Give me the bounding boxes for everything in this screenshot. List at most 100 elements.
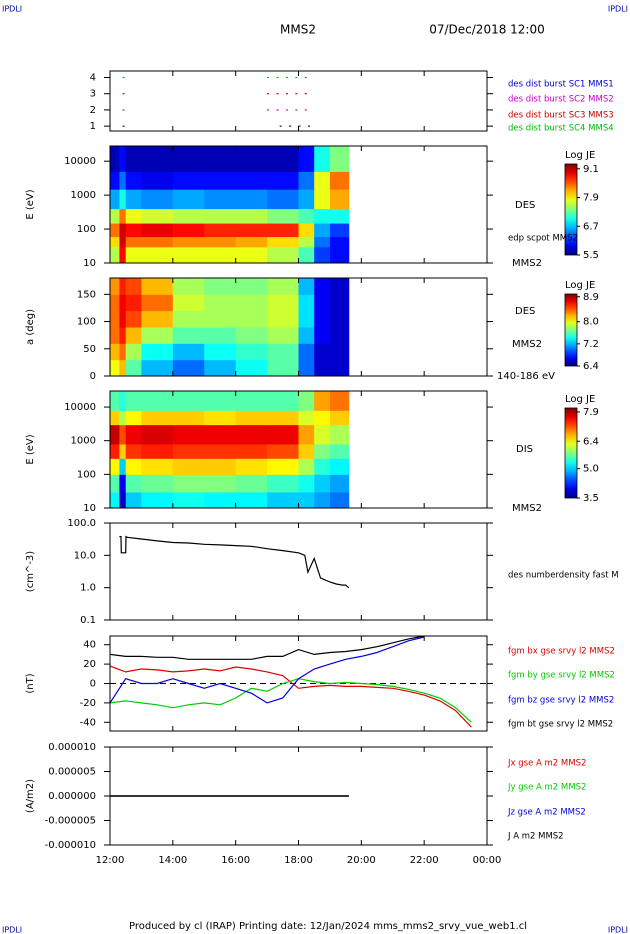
spectrogram-cell <box>141 223 174 238</box>
spectrogram-cell <box>314 458 331 475</box>
spectrogram-cell <box>141 359 174 377</box>
spectrogram-cell <box>235 208 268 224</box>
side-label: MMS2 <box>512 503 542 514</box>
spectrogram-cell <box>125 236 142 248</box>
spectrogram-cell <box>204 208 237 224</box>
y-axis-label: E (eV) <box>25 434 36 464</box>
spectrogram-cell <box>204 391 237 411</box>
y-tick-label: 0.000000 <box>48 791 96 802</box>
spectrogram-cell <box>141 236 174 248</box>
x-tick-label: 20:00 <box>347 855 376 866</box>
spectrogram-cell <box>125 343 142 361</box>
spectrogram-cell <box>204 458 237 475</box>
spectrogram-cell <box>314 359 331 377</box>
spectrogram-cell <box>141 443 174 459</box>
colorbar-tick-label: 8.0 <box>583 317 599 328</box>
spectrogram-cell <box>267 359 299 377</box>
spectrogram-cell <box>329 391 350 411</box>
colorbar-tick-label: 7.2 <box>583 339 599 350</box>
spectrogram-cell <box>235 171 268 190</box>
spectrogram-cell <box>314 310 331 328</box>
spectrogram-cell <box>119 146 127 172</box>
legend-entry: Jz gse A m2 MMS2 <box>507 808 586 818</box>
spectrogram-cell <box>172 391 205 411</box>
colorbar-label: Log JE <box>565 280 595 291</box>
spectrogram-cell <box>172 146 205 172</box>
spectrogram-cell <box>141 474 174 493</box>
legend-entry: Jy gse A m2 MMS2 <box>507 783 586 793</box>
spectrogram-cell <box>172 208 205 224</box>
y-tick-label: 100 <box>77 224 96 235</box>
series-line <box>109 636 425 704</box>
colorbar-tick-label: 5.0 <box>583 464 599 475</box>
y-tick-label: 100 <box>77 469 96 480</box>
spectrogram-cell <box>110 278 120 295</box>
spectrogram-cell <box>298 310 315 328</box>
y-tick-label: 0.1 <box>80 615 96 626</box>
spectrogram-cell <box>110 474 120 493</box>
spectrogram-cell <box>172 236 205 248</box>
spectrogram-cell <box>110 208 120 224</box>
spectrogram-cell <box>314 246 331 264</box>
y-tick-label: 1 <box>90 121 96 132</box>
spectrogram-cell <box>329 327 350 344</box>
y-axis-label: (nT) <box>25 673 36 693</box>
footer: Produced by cl (IRAP) Printing date: 12/… <box>129 921 527 932</box>
spectrogram-cell <box>125 410 142 426</box>
side-label: 140-186 eV <box>497 371 555 382</box>
colorbar-tick-label: 8.9 <box>583 292 599 303</box>
spectrogram-cell <box>267 171 299 190</box>
spectrogram-cell <box>141 246 174 264</box>
spectrogram-cell <box>172 474 205 493</box>
spectrogram-cell <box>119 443 127 459</box>
spectrogram-cell <box>125 223 142 238</box>
y-tick-label: 10 <box>83 258 96 269</box>
spectrogram-cell <box>235 223 268 238</box>
spectrogram-cell <box>141 391 174 411</box>
spectrogram-cell <box>235 146 268 172</box>
side-label: DIS <box>516 444 533 455</box>
spectrogram-cell <box>267 236 299 248</box>
spectrogram-cell <box>119 294 127 312</box>
colorbar <box>564 407 578 499</box>
y-tick-label: 100.0 <box>67 518 96 529</box>
spectrogram-cell <box>119 391 127 411</box>
colorbar-label: Log JE <box>565 150 595 161</box>
spectrogram-cell <box>314 223 331 238</box>
spectrogram-cell <box>141 278 174 295</box>
spectrogram-cell <box>172 223 205 238</box>
x-tick-label: 12:00 <box>96 855 125 866</box>
spectrogram-cell <box>329 474 350 493</box>
y-axis-label: (A/m2) <box>25 779 36 813</box>
legend-entry: des dist burst SC1 MMS1 <box>508 80 614 90</box>
spectrogram-cell <box>204 146 237 172</box>
spectrogram-cell <box>267 391 299 411</box>
spectrogram-cell <box>267 327 299 344</box>
legend-entry: des numberdensity fast M <box>508 571 619 581</box>
colorbar-tick-label: 6.7 <box>583 221 599 232</box>
spectrogram-cell <box>172 458 205 475</box>
spectrogram-cell <box>125 443 142 459</box>
spectrogram-cell <box>267 310 299 328</box>
legend-entry: Jx gse A m2 MMS2 <box>507 759 586 769</box>
spectrogram-cell <box>204 310 237 328</box>
spectrogram-cell <box>119 458 127 475</box>
spectrogram-cell <box>119 491 127 509</box>
spectrogram-cell <box>204 491 237 509</box>
spectrogram-cell <box>141 310 174 328</box>
x-tick-label: 18:00 <box>284 855 313 866</box>
spectrogram-cell <box>267 410 299 426</box>
spectrogram-cell <box>172 310 205 328</box>
spectrogram-cell <box>267 458 299 475</box>
spectrogram-cell <box>314 278 331 295</box>
spectrogram-cell <box>172 171 205 190</box>
spectrogram-cell <box>172 246 205 264</box>
spectrogram-cell <box>329 458 350 475</box>
spectrogram-cell <box>110 410 120 426</box>
spectrogram-cell <box>125 171 142 190</box>
spectrogram-cell <box>235 410 268 426</box>
spectrogram-cell <box>204 327 237 344</box>
y-tick-label: -0.000010 <box>45 840 96 851</box>
spectrogram-cell <box>329 310 350 328</box>
spectrogram-cell <box>110 491 120 509</box>
